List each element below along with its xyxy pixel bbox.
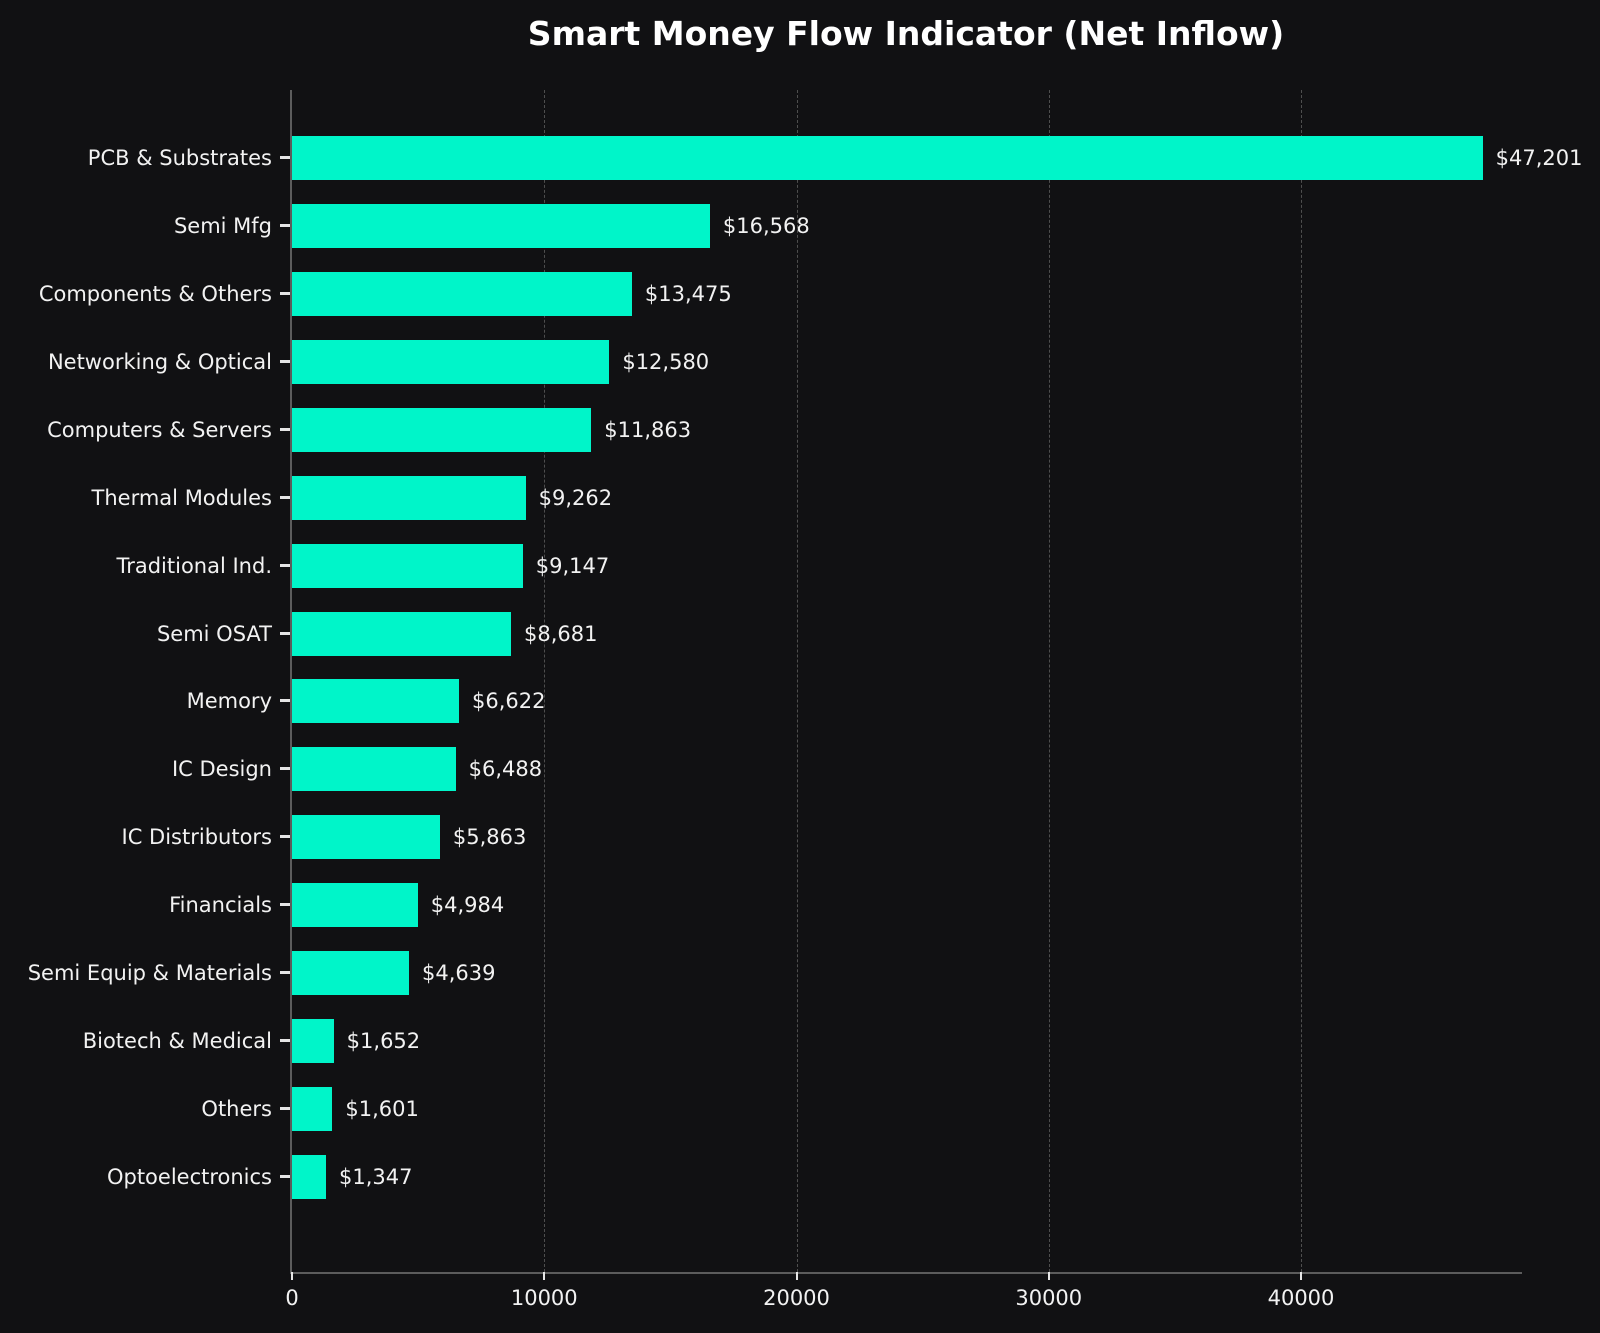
bar (292, 1019, 334, 1064)
gridline (1301, 90, 1302, 1272)
bar (292, 951, 410, 996)
y-tick-mark (280, 156, 290, 159)
bar-row: IC Design $6,488 (172, 747, 1522, 792)
x-tick-mark (1300, 1272, 1302, 1280)
bar-row: Computers & Servers $11,863 (47, 407, 1522, 452)
category-label: Optoelectronics (106, 1164, 272, 1189)
bar (292, 883, 418, 928)
category-label: IC Design (171, 757, 272, 782)
bar-value-label: $47,201 (1495, 146, 1583, 170)
bar-value-label: $9,262 (538, 485, 613, 510)
bar-row: Semi OSAT $8,681 (157, 611, 1522, 656)
bar-value-label: $16,568 (722, 213, 810, 238)
bar (292, 543, 523, 588)
y-tick-mark (280, 223, 290, 227)
bar (292, 611, 511, 656)
y-tick-mark (280, 563, 290, 567)
bar-row: Semi Mfg $16,568 (174, 203, 1522, 248)
bar-value-label: $4,984 (430, 893, 505, 918)
bar-value-label: $11,863 (604, 417, 692, 442)
x-tick-mark (543, 1272, 546, 1280)
bar (292, 1154, 326, 1199)
bar-value-label: $9,147 (535, 553, 610, 578)
gridline (796, 90, 798, 1272)
bar-value-label: $13,475 (644, 281, 732, 306)
y-tick-mark (280, 495, 290, 499)
bar-row: Biotech & Medical $1,652 (83, 1019, 1522, 1064)
category-label: Semi Mfg (173, 213, 272, 238)
bar-value-label: $12,580 (622, 349, 710, 374)
bar-row: PCB & Substrates $47,201 (88, 136, 1582, 180)
category-label: Financials (169, 893, 272, 918)
bar-value-label: $1,601 (345, 1097, 419, 1122)
y-tick-mark (280, 631, 290, 635)
y-tick-mark (280, 359, 290, 363)
category-label: Semi Equip & Materials (27, 961, 272, 986)
x-tick-label: 10000 (510, 1286, 578, 1310)
bar-row: Financials $4,984 (169, 883, 1522, 928)
bar-value-label: $6,622 (472, 689, 546, 714)
y-tick-mark (280, 1107, 290, 1111)
bar (292, 1087, 333, 1132)
category-label: Networking & Optical (47, 349, 272, 374)
bar-row: IC Distributors $5,863 (122, 815, 1522, 860)
x-tick-label: 0 (285, 1286, 299, 1310)
bar-row: Networking & Optical $12,580 (48, 339, 1522, 384)
x-tick-label: 40000 (1267, 1286, 1335, 1310)
category-label: Semi OSAT (156, 621, 272, 646)
x-tick-label: 30000 (1015, 1286, 1083, 1310)
bar-row: Thermal Modules $9,262 (92, 475, 1522, 520)
y-tick-mark (280, 427, 290, 431)
y-tick-mark (280, 835, 290, 839)
x-tick-mark (795, 1272, 798, 1280)
x-tick-label: 20000 (763, 1286, 830, 1310)
y-tick-mark (280, 1039, 290, 1043)
bar (292, 136, 1483, 180)
gridline (544, 90, 546, 1272)
bar-row: Others $1,601 (201, 1087, 1522, 1132)
gridline (1048, 90, 1050, 1272)
category-label: Thermal Modules (91, 485, 272, 510)
bar-value-label: $1,347 (338, 1164, 413, 1189)
y-tick-mark (280, 1174, 290, 1178)
bar-value-label: $6,488 (468, 757, 543, 782)
bar (292, 679, 460, 724)
bar (292, 203, 710, 248)
x-tick-mark (291, 1272, 293, 1280)
category-label: Others (201, 1097, 272, 1122)
bar-value-label: $5,863 (452, 825, 527, 850)
category-label: PCB & Substrates (87, 146, 272, 170)
bar (292, 271, 632, 316)
category-label: Computers & Servers (47, 417, 272, 442)
bar (292, 475, 526, 520)
x-tick-mark (1047, 1272, 1050, 1280)
y-tick-mark (280, 903, 290, 907)
bar (292, 815, 440, 860)
bar-row: Optoelectronics $1,347 (107, 1154, 1522, 1199)
category-label: Traditional Ind. (116, 553, 272, 578)
category-label: Components & Others (38, 281, 272, 306)
y-tick-mark (280, 699, 290, 703)
category-label: Memory (186, 689, 272, 714)
bar (292, 339, 610, 384)
y-tick-mark (280, 971, 290, 975)
plot-area: 0 10000 20000 30000 40000 PCB & Substrates $47… (28, 90, 1582, 1310)
bar-row: Semi Equip & Materials $4,639 (28, 951, 1522, 996)
category-label: Biotech & Medical (82, 1029, 272, 1054)
bar-row: Components & Others $13,475 (39, 271, 1522, 316)
bar-value-label: $8,681 (523, 621, 598, 646)
bar-row: Traditional Ind. $9,147 (116, 543, 1522, 588)
bar-value-label: $4,639 (422, 961, 496, 986)
category-label: IC Distributors (121, 825, 272, 850)
y-tick-mark (280, 291, 290, 295)
y-tick-mark (280, 767, 290, 771)
bar (292, 407, 592, 452)
bar-value-label: $1,652 (346, 1029, 421, 1054)
chart-title: Smart Money Flow Indicator (Net Inflow) (527, 14, 1285, 53)
bar-row: Memory $6,622 (187, 679, 1522, 724)
bar (292, 747, 456, 792)
